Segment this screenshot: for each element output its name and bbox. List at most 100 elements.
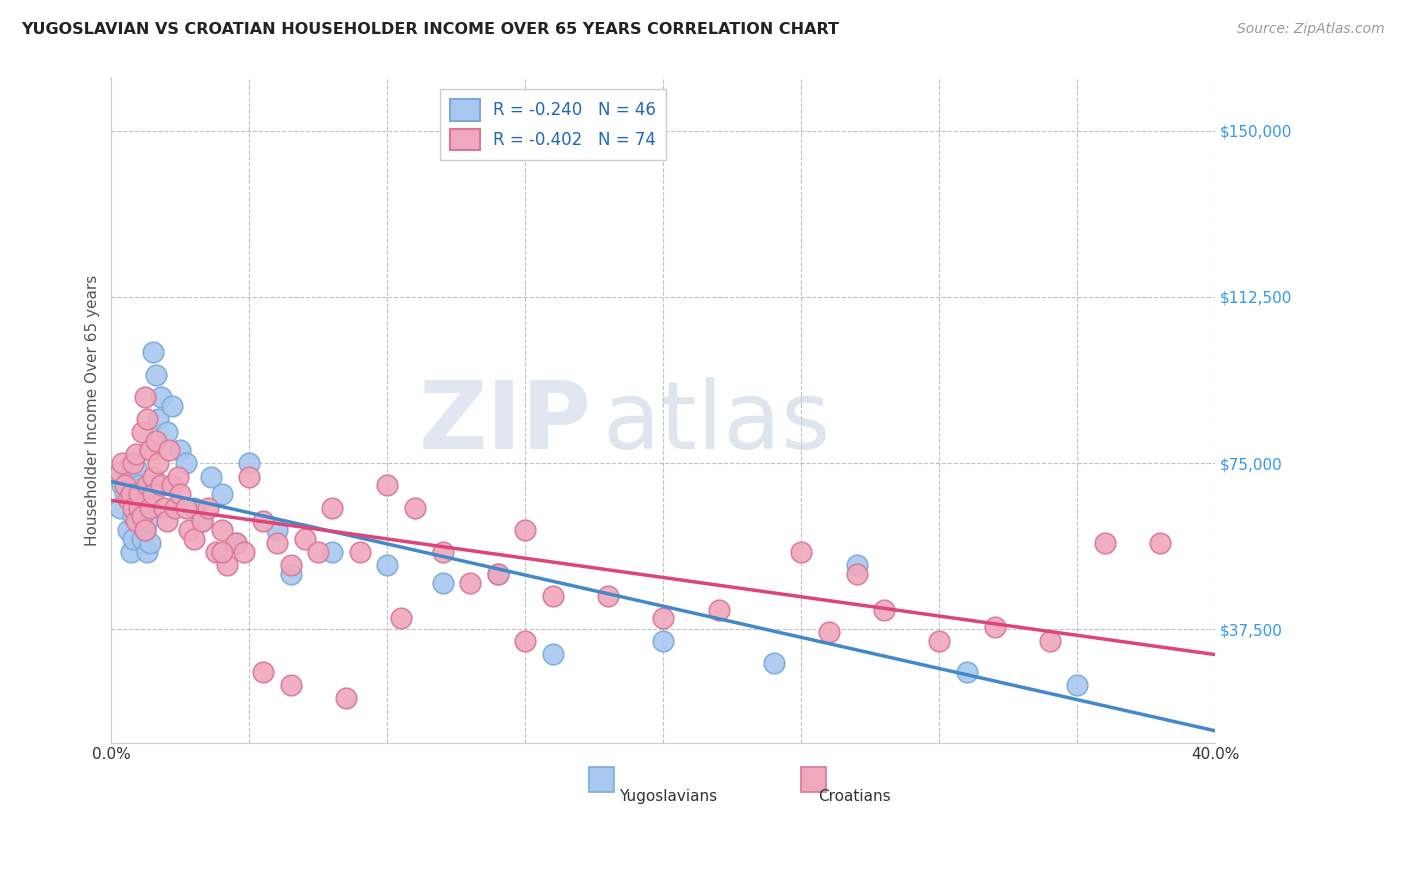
Point: [136, 514, 159, 528]
Point: [174, 456, 197, 470]
Point: [845, 567, 868, 582]
Point: [232, 545, 254, 559]
Point: [762, 656, 785, 670]
Text: ZIP: ZIP: [419, 377, 592, 469]
Point: [139, 500, 162, 515]
Point: [335, 691, 357, 706]
Point: [122, 500, 145, 515]
Point: [280, 567, 302, 582]
Point: [131, 509, 153, 524]
Point: [134, 390, 156, 404]
Point: [183, 500, 205, 515]
Point: [983, 620, 1005, 634]
Point: [108, 500, 131, 515]
Point: [486, 567, 509, 582]
Point: [142, 345, 165, 359]
Point: [307, 545, 329, 559]
Point: [142, 469, 165, 483]
Point: [238, 469, 260, 483]
Point: [131, 500, 153, 515]
Text: YUGOSLAVIAN VS CROATIAN HOUSEHOLDER INCOME OVER 65 YEARS CORRELATION CHART: YUGOSLAVIAN VS CROATIAN HOUSEHOLDER INCO…: [21, 22, 839, 37]
Point: [108, 465, 131, 479]
Point: [111, 456, 134, 470]
Point: [377, 558, 399, 573]
Point: [211, 545, 233, 559]
Point: [125, 491, 148, 506]
Point: [134, 487, 156, 501]
Point: [120, 545, 142, 559]
Point: [200, 469, 222, 483]
Point: [122, 509, 145, 524]
Point: [321, 500, 343, 515]
Point: [238, 456, 260, 470]
Point: [134, 523, 156, 537]
Point: [321, 545, 343, 559]
Point: [150, 390, 173, 404]
FancyBboxPatch shape: [801, 767, 825, 792]
Point: [120, 469, 142, 483]
Point: [114, 487, 136, 501]
Point: [707, 602, 730, 616]
Point: [541, 589, 564, 603]
Point: [652, 633, 675, 648]
Point: [211, 523, 233, 537]
Point: [266, 523, 288, 537]
Point: [211, 487, 233, 501]
Point: [217, 558, 239, 573]
Point: [252, 665, 274, 679]
Point: [225, 536, 247, 550]
Point: [197, 500, 219, 515]
Point: [294, 532, 316, 546]
Point: [169, 487, 191, 501]
Point: [155, 514, 177, 528]
Point: [541, 647, 564, 661]
Point: [845, 558, 868, 573]
Point: [160, 399, 183, 413]
Point: [652, 611, 675, 625]
Point: [125, 460, 148, 475]
Point: [136, 412, 159, 426]
Point: [928, 633, 950, 648]
Point: [349, 545, 371, 559]
Point: [139, 500, 162, 515]
Point: [873, 602, 896, 616]
Text: Source: ZipAtlas.com: Source: ZipAtlas.com: [1237, 22, 1385, 37]
Point: [252, 514, 274, 528]
Point: [956, 665, 979, 679]
Point: [458, 576, 481, 591]
Point: [191, 514, 214, 528]
Point: [1149, 536, 1171, 550]
Point: [114, 478, 136, 492]
Point: [117, 523, 139, 537]
Point: [136, 545, 159, 559]
Point: [148, 412, 170, 426]
Point: [1039, 633, 1062, 648]
Point: [120, 487, 142, 501]
Point: [111, 478, 134, 492]
Text: Yugoslavians: Yugoslavians: [619, 789, 717, 804]
Point: [166, 469, 188, 483]
Point: [183, 532, 205, 546]
Point: [134, 523, 156, 537]
Point: [432, 576, 454, 591]
Point: [139, 536, 162, 550]
Point: [515, 523, 537, 537]
Point: [128, 500, 150, 515]
Point: [117, 491, 139, 506]
Point: [486, 567, 509, 582]
FancyBboxPatch shape: [589, 767, 613, 792]
Point: [205, 545, 228, 559]
Point: [122, 532, 145, 546]
Point: [389, 611, 412, 625]
Point: [122, 456, 145, 470]
Point: [280, 558, 302, 573]
Point: [169, 442, 191, 457]
Point: [128, 514, 150, 528]
Point: [155, 425, 177, 439]
Point: [225, 536, 247, 550]
Point: [177, 523, 200, 537]
Point: [136, 478, 159, 492]
Point: [377, 478, 399, 492]
Point: [142, 487, 165, 501]
Point: [145, 434, 167, 448]
